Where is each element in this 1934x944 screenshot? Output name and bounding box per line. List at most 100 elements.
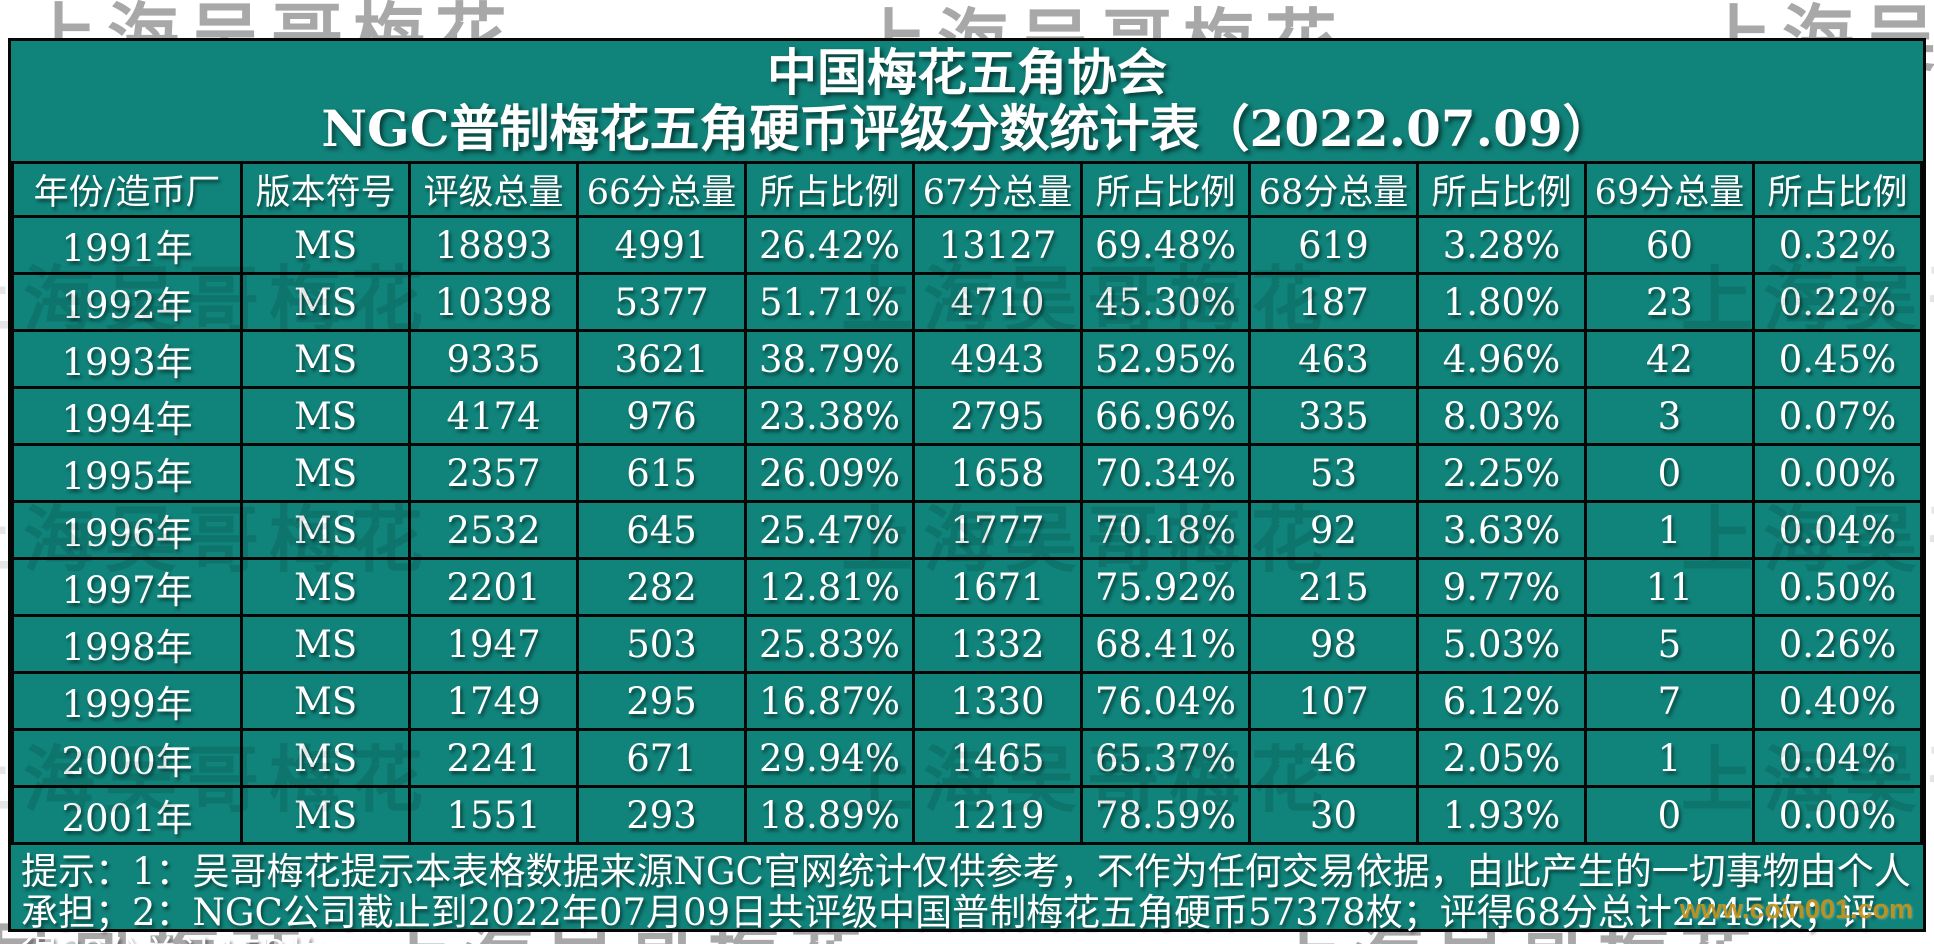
table-cell: MS [240,500,412,560]
table-cell: 293 [576,785,748,845]
table-cell: 5 [1583,614,1755,674]
table-cell: 1219 [912,785,1083,845]
table-cell: 1 [1583,728,1755,788]
table-cell: 1.80% [1415,272,1587,332]
table-cell: 8.03% [1415,386,1587,446]
table-cell: 2000年 [10,728,244,788]
table-cell: MS [240,557,412,617]
table-cell: MS [240,671,412,731]
table-cell: 45.30% [1080,272,1251,332]
table-cell: 6.12% [1415,671,1587,731]
page-title: 中国梅花五角协会 NGC普制梅花五角硬币评级分数统计表（2022.07.09） [11,41,1923,161]
table-cell: 26.42% [744,215,916,275]
table-cell: 18.89% [744,785,916,845]
table-cell: MS [240,785,412,845]
table-cell: 30 [1247,785,1419,845]
table-cell: 107 [1247,671,1419,731]
table-cell: 23.38% [744,386,916,446]
table-cell: 2357 [408,443,580,503]
table-cell: 3 [1583,386,1755,446]
table-cell: 1551 [408,785,580,845]
table-cell: 1999年 [10,671,244,731]
table-cell: 4943 [912,329,1083,389]
table-cell: 0.00% [1751,443,1924,503]
table-cell: 0.45% [1751,329,1924,389]
table-cell: 16.87% [744,671,916,731]
table-cell: 3621 [576,329,748,389]
table-cell: 1330 [912,671,1083,731]
table-cell: 25.47% [744,500,916,560]
table-cell: 46 [1247,728,1419,788]
table-cell: 10398 [408,272,580,332]
table-row: 1998年 MS 1947 503 25.83% 1332 68.41% 98 5.03% 5 0.… [10,614,1924,674]
table-cell: 25.83% [744,614,916,674]
table-row: 2001年 MS 1551 293 18.89% 1219 78.59% 30 1.93% 0 0.… [10,785,1924,845]
title-table-name: NGC普制梅花五角硬币评级分数统计表（2022.07.09） [321,98,1613,158]
table-cell: MS [240,614,412,674]
table-cell: 68.41% [1080,614,1251,674]
table-cell: 5377 [576,272,748,332]
table-cell: MS [240,215,412,275]
table-cell: 38.79% [744,329,916,389]
table-cell: MS [240,728,412,788]
table-cell: MS [240,386,412,446]
table-row: 2000年 MS 2241 671 29.94% 1465 65.37% 46 2.05% 1 0.… [10,728,1924,788]
table-cell: 9335 [408,329,580,389]
column-header: 版本符号 [240,161,412,218]
table-cell: 51.71% [744,272,916,332]
table-cell: 9.77% [1415,557,1587,617]
table-cell: 60 [1583,215,1755,275]
table-row: 1993年 MS 9335 3621 38.79% 4943 52.95% 463 4.96% 4… [10,329,1924,389]
column-header: 年份/造币厂 [10,161,244,218]
table-cell: 1995年 [10,443,244,503]
table-cell: 42 [1583,329,1755,389]
table-cell: 1671 [912,557,1083,617]
table-cell: 2.05% [1415,728,1587,788]
title-association: 中国梅花五角协会 [767,42,1167,102]
table-cell: 0.50% [1751,557,1924,617]
table-cell: 1332 [912,614,1083,674]
table-cell: 0.26% [1751,614,1924,674]
column-header: 67分总量 [912,161,1083,218]
table-cell: 0.04% [1751,728,1924,788]
table-cell: 335 [1247,386,1419,446]
column-header: 所占比例 [744,161,916,218]
table-cell: 2201 [408,557,580,617]
table-cell: 463 [1247,329,1419,389]
table-cell: 18893 [408,215,580,275]
table-row: 1994年 MS 4174 976 23.38% 2795 66.96% 335 8.03% 3 0… [10,386,1924,446]
table-cell: MS [240,272,412,332]
table-cell: 2.25% [1415,443,1587,503]
table-cell: 65.37% [1080,728,1251,788]
table-cell: 1992年 [10,272,244,332]
footer-note: 提示：1：吴哥梅花提示本表格数据来源NGC官网统计仅供参考，不作为任何交易依据，… [21,850,1911,944]
table-row: 1995年 MS 2357 615 26.09% 1658 70.34% 53 2.25% 0 0.… [10,443,1924,503]
table-cell: 976 [576,386,748,446]
table-cell: 98 [1247,614,1419,674]
table-cell: 70.34% [1080,443,1251,503]
table-cell: 645 [576,500,748,560]
table-cell: 1998年 [10,614,244,674]
table-cell: 13127 [912,215,1083,275]
table-cell: 1658 [912,443,1083,503]
table-cell: 0.07% [1751,386,1924,446]
table-cell: 4710 [912,272,1083,332]
table-cell: 1.93% [1415,785,1587,845]
table-cell: MS [240,329,412,389]
table-cell: MS [240,443,412,503]
stats-board: 上海吴哥梅花 上海吴哥梅花 上海吴哥梅花 上海吴哥梅花 上海吴哥梅花 上海吴哥梅… [0,38,1934,944]
table-cell: 66.96% [1080,386,1251,446]
column-header: 所占比例 [1751,161,1924,218]
table-cell: 76.04% [1080,671,1251,731]
table-cell: 0.04% [1751,500,1924,560]
stats-table: 年份/造币厂 版本符号 评级总量 66分总量 所占比例 67分总量 所占比例 68分总量 所占比… [10,161,1924,845]
table-cell: 2795 [912,386,1083,446]
table-cell: 69.48% [1080,215,1251,275]
header-row: 年份/造币厂 版本符号 评级总量 66分总量 所占比例 67分总量 所占比例 68分总量 所占比… [10,161,1924,218]
table-cell: 1 [1583,500,1755,560]
table-cell: 5.03% [1415,614,1587,674]
table-cell: 78.59% [1080,785,1251,845]
table-cell: 503 [576,614,748,674]
table-cell: 671 [576,728,748,788]
table-cell: 2532 [408,500,580,560]
